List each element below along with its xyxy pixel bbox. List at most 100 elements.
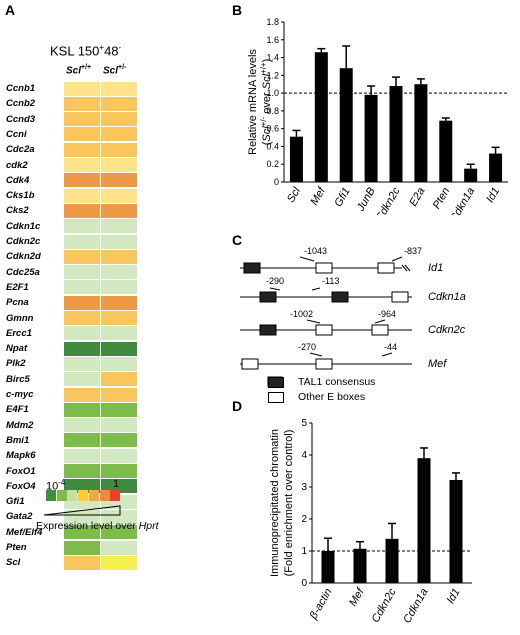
y-axis-label-2: (Scl+/- over Scl+/+) [259, 59, 274, 146]
heatmap-cell [101, 509, 137, 524]
y-tick-label: 0.8 [266, 106, 279, 116]
y-tick-label: 0 [301, 578, 307, 589]
primer-label: -964 [378, 309, 396, 319]
heatmap-cell [64, 448, 100, 463]
y-axis-label: Relative mRNA levels [247, 49, 259, 155]
heatmap-cell [64, 525, 100, 540]
bar [321, 551, 335, 583]
legend-swatch [46, 490, 56, 501]
heatmap-cell [64, 540, 100, 555]
x-tick-label: Mef [308, 185, 328, 208]
heatmap-legend-caption: Expression level over Hprt [36, 520, 159, 532]
heatmap-cell [101, 418, 137, 433]
heatmap-cell [101, 540, 137, 555]
heatmap-gene-label: Ccni [6, 128, 27, 140]
heatmap-gene-label: Birc5 [6, 373, 30, 385]
heatmap-cell [64, 295, 100, 310]
ebox-box [371, 324, 389, 336]
heatmap-cell [101, 525, 137, 540]
x-tick-label: Cdkn1a [401, 587, 430, 626]
panel-label-d: D [232, 398, 243, 414]
diagram-row-id1: -1043 -837 Id1 [240, 246, 443, 274]
heatmap-cell [64, 433, 100, 448]
x-tick-label: E2a [407, 186, 427, 209]
heatmap-title: KSL 150+48- [50, 43, 122, 59]
x-tick-label: Gfi1 [332, 186, 352, 209]
heatmap-cell [101, 96, 137, 111]
heatmap-cell [101, 173, 137, 188]
bar [464, 168, 478, 182]
x-tick-label: Cdkn1a [448, 186, 477, 215]
heatmap-gene-label: c-myc [6, 389, 34, 400]
primer-label: -290 [266, 276, 284, 286]
legend-swatch [99, 490, 110, 501]
tal1-box [331, 291, 349, 303]
tal1-box [259, 324, 277, 336]
bar [385, 538, 399, 583]
heatmap-cell [64, 173, 100, 188]
heatmap-cell [64, 280, 100, 295]
tal1-box [259, 291, 277, 303]
heatmap-cell [64, 96, 100, 111]
heatmap-gene-label: Mapk6 [6, 450, 36, 462]
heatmap-col2-label: Scl+/- [103, 64, 127, 77]
bar [389, 86, 403, 182]
heatmap-gene-label: FoxO1 [6, 465, 36, 477]
heatmap-gene-label: cdk2 [6, 159, 28, 171]
heatmap-cell [64, 249, 100, 264]
bar [289, 136, 303, 182]
heatmap-gene-label: Cks1b [6, 190, 35, 202]
ebox-legend-box [268, 391, 284, 403]
x-tick-label: Pten [431, 186, 453, 212]
bar [314, 52, 328, 182]
legend-swatch [78, 490, 89, 501]
panel-label-b: B [232, 2, 243, 18]
heatmap-gene-label: Pcna [6, 297, 29, 309]
heatmap-cell [101, 280, 137, 295]
panel-label-a: A [5, 2, 16, 18]
primer-label: -837 [404, 246, 422, 256]
y-tick-label: 5 [301, 418, 307, 429]
legend-swatch [88, 490, 99, 501]
bar [414, 84, 428, 182]
heatmap-cell [64, 372, 100, 387]
heatmap-cell [64, 356, 100, 371]
heatmap-gene-label: Ccnb1 [6, 83, 36, 94]
diagram-row-cdkn1a: -290 -113 Cdkn1a [240, 276, 466, 303]
heatmap-panel: KSL 150+48- Scl+/+ Scl+/- Ccnb1 Ccnb2 Ccnd… [0, 0, 230, 635]
heatmap-gene-label: Mef/Elf4 [6, 526, 43, 538]
heatmap-cell [101, 219, 137, 234]
heatmap-cell [101, 249, 137, 264]
diagram-legend-ebox: Other E boxes [268, 391, 365, 403]
heatmap-gene-label: Cks2 [6, 205, 29, 217]
heatmap-cell [101, 464, 137, 478]
y-tick-label: 1 [301, 546, 307, 557]
legend-tal1-label: TAL1 consensus [298, 376, 376, 388]
diagram-row-mef: -270 -44 Mef [240, 342, 447, 370]
diagram-gene-label: Cdkn2c [428, 324, 466, 336]
heatmap-gene-label: Ccnb2 [6, 98, 36, 110]
diagram-gene-label: Mef [428, 358, 447, 370]
heatmap-cell [101, 112, 137, 127]
heatmap-color-scale [46, 490, 121, 501]
tal1-box [243, 262, 261, 274]
y-tick-label: 1.6 [266, 35, 279, 45]
heatmap-cell [64, 326, 100, 341]
heatmap-gene-label: Cdkn2c [6, 236, 41, 247]
y-tick-label: 4 [301, 450, 307, 461]
legend-ebox-label: Other E boxes [298, 391, 366, 403]
diagram-gene-label: Cdkn1a [428, 291, 466, 303]
heatmap-cell [101, 341, 137, 356]
legend-swatch [110, 490, 121, 501]
heatmap-gene-label: FoxO4 [6, 480, 36, 492]
ebox-box [315, 262, 333, 274]
heatmap-cell [64, 479, 100, 494]
bar [353, 548, 367, 583]
heatmap-cell [64, 341, 100, 356]
ebox-box [391, 291, 409, 303]
y-tick-label: 1.0 [266, 88, 279, 98]
heatmap-gene-label: Npat [6, 343, 28, 355]
bar [439, 120, 453, 182]
y-tick-label: 0.2 [266, 159, 279, 169]
ebox-box [377, 262, 395, 274]
